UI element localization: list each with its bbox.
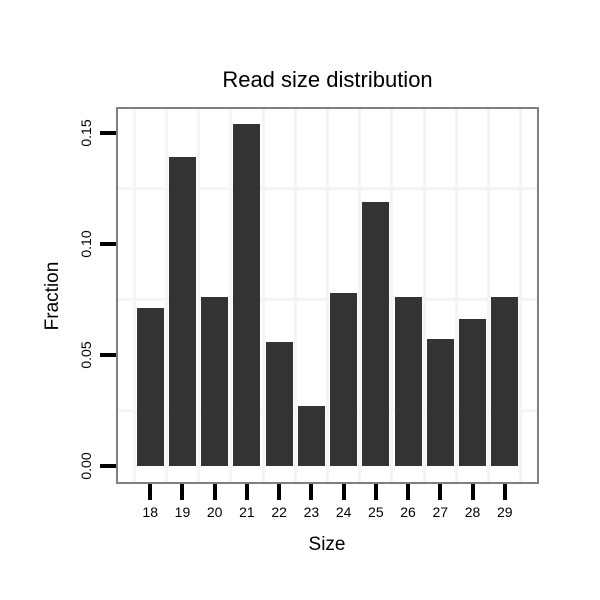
y-tick-0.15 — [100, 131, 116, 135]
gridline-horizontal — [118, 298, 537, 301]
x-tick-label-25: 25 — [368, 504, 384, 520]
gridline-vertical — [132, 109, 136, 482]
gridline-vertical — [519, 109, 523, 482]
bar-26 — [395, 297, 422, 466]
gridline-vertical — [164, 109, 168, 482]
bar-22 — [266, 342, 293, 466]
x-tick-19 — [180, 484, 185, 500]
x-tick-21 — [244, 484, 249, 500]
x-tick-label-24: 24 — [335, 504, 352, 520]
y-axis-label: Fraction — [42, 261, 63, 331]
bar-28 — [459, 319, 486, 466]
x-tick-24 — [341, 484, 346, 500]
chart-title: Read size distribution — [222, 67, 433, 92]
bar-29 — [491, 297, 518, 466]
y-tick-0.10 — [100, 242, 116, 246]
bar-19 — [169, 157, 196, 466]
x-tick-23 — [309, 484, 314, 500]
gridline-horizontal — [118, 409, 537, 412]
x-tick-label-26: 26 — [400, 504, 416, 520]
gridline-vertical — [229, 109, 233, 482]
x-tick-26 — [406, 484, 411, 500]
x-axis-label: Size — [308, 534, 346, 555]
x-tick-label-29: 29 — [496, 504, 513, 520]
y-tick-label-0.05: 0.05 — [78, 341, 94, 369]
x-tick-27 — [438, 484, 443, 500]
x-tick-18 — [148, 484, 153, 500]
plot-panel — [116, 107, 539, 484]
gridline-vertical — [454, 109, 458, 482]
x-tick-label-18: 18 — [142, 504, 158, 520]
x-tick-label-19: 19 — [174, 504, 191, 520]
bar-27 — [427, 339, 454, 466]
bar-20 — [201, 297, 228, 466]
x-tick-label-20: 20 — [206, 504, 223, 520]
bar-23 — [298, 406, 325, 466]
x-tick-22 — [277, 484, 282, 500]
y-tick-label-0.15: 0.15 — [78, 119, 94, 147]
x-tick-label-28: 28 — [464, 504, 481, 520]
y-tick-label-0.00: 0.00 — [78, 452, 94, 480]
gridline-vertical — [261, 109, 265, 482]
gridline-vertical — [390, 109, 394, 482]
x-tick-label-21: 21 — [239, 504, 255, 520]
gridline-vertical — [422, 109, 426, 482]
y-tick-label-0.10: 0.10 — [78, 230, 94, 258]
gridline-vertical — [293, 109, 297, 482]
bar-18 — [137, 308, 164, 466]
x-tick-29 — [502, 484, 507, 500]
gridline-horizontal — [118, 187, 537, 190]
gridline-vertical — [487, 109, 491, 482]
y-tick-0.05 — [100, 353, 116, 357]
gridline-vertical — [197, 109, 201, 482]
x-tick-28 — [470, 484, 475, 500]
bar-24 — [330, 293, 357, 466]
x-tick-label-22: 22 — [271, 504, 287, 520]
bar-25 — [362, 202, 389, 466]
x-tick-label-23: 23 — [303, 504, 320, 520]
bar-21 — [233, 124, 260, 466]
y-tick-0.00 — [100, 464, 116, 468]
x-tick-20 — [212, 484, 217, 500]
gridline-vertical — [358, 109, 362, 482]
x-tick-25 — [373, 484, 378, 500]
gridline-vertical — [326, 109, 329, 482]
x-tick-label-27: 27 — [432, 504, 449, 520]
